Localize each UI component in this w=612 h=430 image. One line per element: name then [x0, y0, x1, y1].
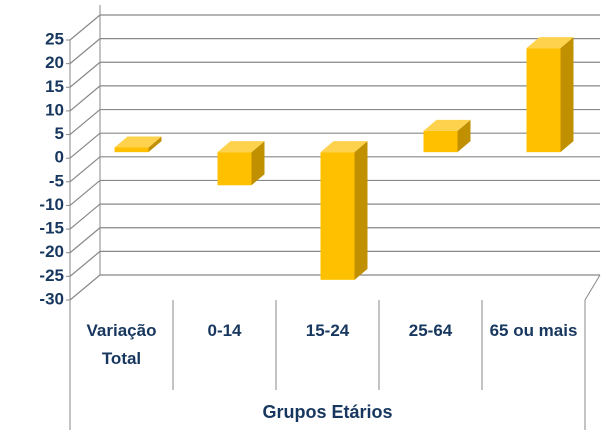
bar [217, 152, 252, 186]
y-tick-label: -20 [39, 242, 64, 261]
bar-side [148, 136, 162, 153]
y-tick-label: 25 [45, 29, 64, 48]
bar [320, 152, 355, 280]
bar-side [354, 141, 368, 280]
grid-line [69, 85, 600, 112]
y-tick-label: -15 [39, 219, 64, 238]
grid-line [69, 61, 600, 88]
y-tick-label: -25 [39, 266, 64, 285]
bar-top [320, 141, 368, 153]
grid-line [69, 274, 600, 301]
x-tick-label: Variação Total [86, 321, 157, 368]
y-tick-label: 5 [55, 124, 64, 143]
y-tick-label: -5 [49, 171, 64, 190]
y-tick-label: 10 [45, 100, 64, 119]
bar-side [251, 141, 265, 186]
bar-top [423, 119, 471, 131]
grid-line [69, 108, 600, 136]
bar [526, 48, 561, 153]
bar [114, 147, 149, 153]
x-axis-title: Grupos Etários [262, 402, 393, 422]
y-tick-label: -10 [39, 195, 64, 214]
x-tick-label: 65 ou mais [489, 321, 578, 340]
bar-top [114, 136, 162, 148]
y-tick-label: 0 [55, 148, 64, 167]
y-tick-label: -30 [39, 289, 64, 308]
bar-side [457, 119, 471, 153]
y-tick-label: 20 [45, 53, 64, 72]
grid-line [69, 179, 600, 206]
grid-line [69, 38, 600, 65]
x-tick-label: 25-64 [408, 321, 453, 340]
bar [423, 130, 458, 153]
grid-line [69, 250, 600, 277]
bar-side [560, 37, 574, 153]
x-tick-label: 15-24 [305, 321, 350, 340]
grid-line [69, 156, 600, 183]
bar-top [217, 141, 265, 153]
grid-line [69, 227, 600, 254]
floor-edge [584, 274, 601, 301]
grid-line [69, 14, 600, 41]
y-tick-label: 15 [45, 77, 64, 96]
bar-top [526, 37, 574, 49]
x-tick-label: 0-14 [207, 321, 242, 340]
grid-line [69, 203, 600, 230]
